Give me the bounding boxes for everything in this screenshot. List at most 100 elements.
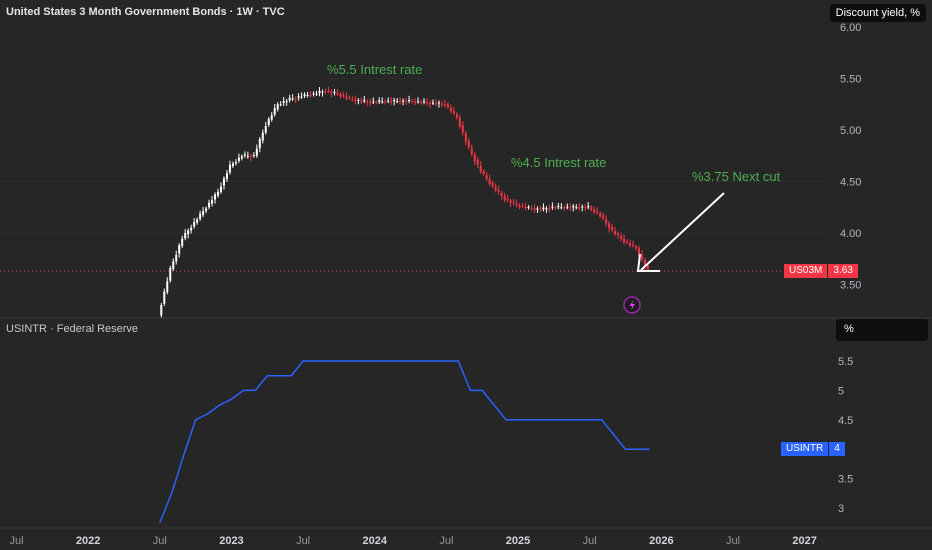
candle-body xyxy=(199,213,202,219)
candle-body xyxy=(542,207,545,210)
candle-body xyxy=(596,211,599,213)
candle-body xyxy=(405,101,408,103)
top-y-tick-label: 6.00 xyxy=(840,22,861,34)
candle-body xyxy=(160,305,163,316)
alert-badge[interactable] xyxy=(623,296,641,314)
x-tick-label: Jul xyxy=(439,535,453,547)
x-tick-label: 2026 xyxy=(649,535,673,547)
candle-body xyxy=(527,207,530,209)
candle-body xyxy=(279,104,282,106)
candle-body xyxy=(643,259,646,267)
candle-body xyxy=(372,101,375,103)
candle-body xyxy=(330,91,333,94)
candle-body xyxy=(270,115,273,120)
candle-body xyxy=(500,192,503,196)
candle-body xyxy=(246,155,249,157)
candle-body xyxy=(363,100,366,102)
candle-body xyxy=(175,254,178,262)
candle-body xyxy=(414,101,417,103)
candle-body xyxy=(324,91,327,93)
candle-body xyxy=(220,186,223,192)
candle-body xyxy=(637,248,640,256)
candle-body xyxy=(375,102,378,104)
candle-body xyxy=(569,207,572,209)
annotation-label: %4.5 Intrest rate xyxy=(511,155,606,170)
candle-body xyxy=(318,91,321,94)
candle-body xyxy=(384,101,387,103)
yield-unit-badge[interactable]: Discount yield, % xyxy=(829,4,926,22)
candle-body xyxy=(402,100,405,102)
subpanel-unit-badge[interactable]: % xyxy=(836,319,928,341)
candle-body xyxy=(539,209,542,211)
candle-body xyxy=(551,206,554,208)
candle-body xyxy=(515,203,518,206)
candle-body xyxy=(345,96,348,99)
candle-body xyxy=(306,94,309,96)
candle-body xyxy=(446,104,449,107)
candle-body xyxy=(417,101,420,103)
candle-body xyxy=(249,155,252,157)
next-cut-arrow xyxy=(636,192,725,272)
candle-body xyxy=(315,93,318,95)
candle-body xyxy=(234,162,237,164)
candle-body xyxy=(494,186,497,191)
candle-body xyxy=(545,208,548,210)
candle-body xyxy=(336,93,339,95)
x-tick-label: 2024 xyxy=(363,535,388,547)
candle-body xyxy=(521,205,524,207)
candle-body xyxy=(225,173,228,179)
candle-body xyxy=(237,157,240,161)
candle-body xyxy=(190,227,193,231)
candle-body xyxy=(297,96,300,98)
candle-body xyxy=(646,265,649,270)
top-panel-grid xyxy=(0,26,830,285)
candle-body xyxy=(473,154,476,162)
x-tick-label: 2025 xyxy=(506,535,530,547)
candle-body xyxy=(533,208,536,211)
candle-body xyxy=(581,206,584,208)
candle-body xyxy=(554,207,557,209)
candle-body xyxy=(303,94,306,97)
candle-body xyxy=(626,241,629,243)
bottom-y-tick-label: 3.5 xyxy=(838,474,853,486)
candle-body xyxy=(369,101,372,104)
candle-body xyxy=(390,101,393,103)
candle-body xyxy=(464,133,467,142)
candle-body xyxy=(461,125,464,133)
candle-body xyxy=(428,102,431,105)
candle-body xyxy=(366,101,369,103)
candle-body xyxy=(196,219,199,223)
candle-body xyxy=(485,175,488,179)
candle-body xyxy=(476,159,479,165)
x-tick-label: Jul xyxy=(726,535,740,547)
candle-body xyxy=(482,171,485,174)
annotation-label: %3.75 Next cut xyxy=(692,169,781,184)
candle-body xyxy=(566,206,569,208)
candle-body xyxy=(467,140,470,148)
x-tick-label: Jul xyxy=(9,535,23,547)
candle-body xyxy=(378,100,381,102)
candle-body xyxy=(387,100,390,102)
candle-body xyxy=(381,101,384,103)
candle-body xyxy=(431,102,434,104)
candle-body xyxy=(602,215,605,219)
candle-body xyxy=(408,99,411,102)
lightning-icon xyxy=(629,300,635,311)
candle-body xyxy=(222,178,225,186)
candle-body xyxy=(590,207,593,210)
candle-body xyxy=(452,110,455,114)
chart-title: United States 3 Month Government Bonds ·… xyxy=(6,6,285,18)
top-y-tick-label: 3.50 xyxy=(840,280,861,292)
candle-body xyxy=(420,101,423,103)
candle-body xyxy=(599,213,602,217)
candle-body xyxy=(530,208,533,210)
bottom-y-tick-label: 5.5 xyxy=(838,356,853,368)
x-tick-label: 2022 xyxy=(76,535,100,547)
candle-body xyxy=(497,189,500,192)
candle-body xyxy=(327,90,330,92)
candle-body xyxy=(312,93,315,95)
candle-body xyxy=(479,165,482,172)
candle-body xyxy=(611,227,614,231)
candle-body xyxy=(575,207,578,209)
candle-body xyxy=(518,205,521,208)
